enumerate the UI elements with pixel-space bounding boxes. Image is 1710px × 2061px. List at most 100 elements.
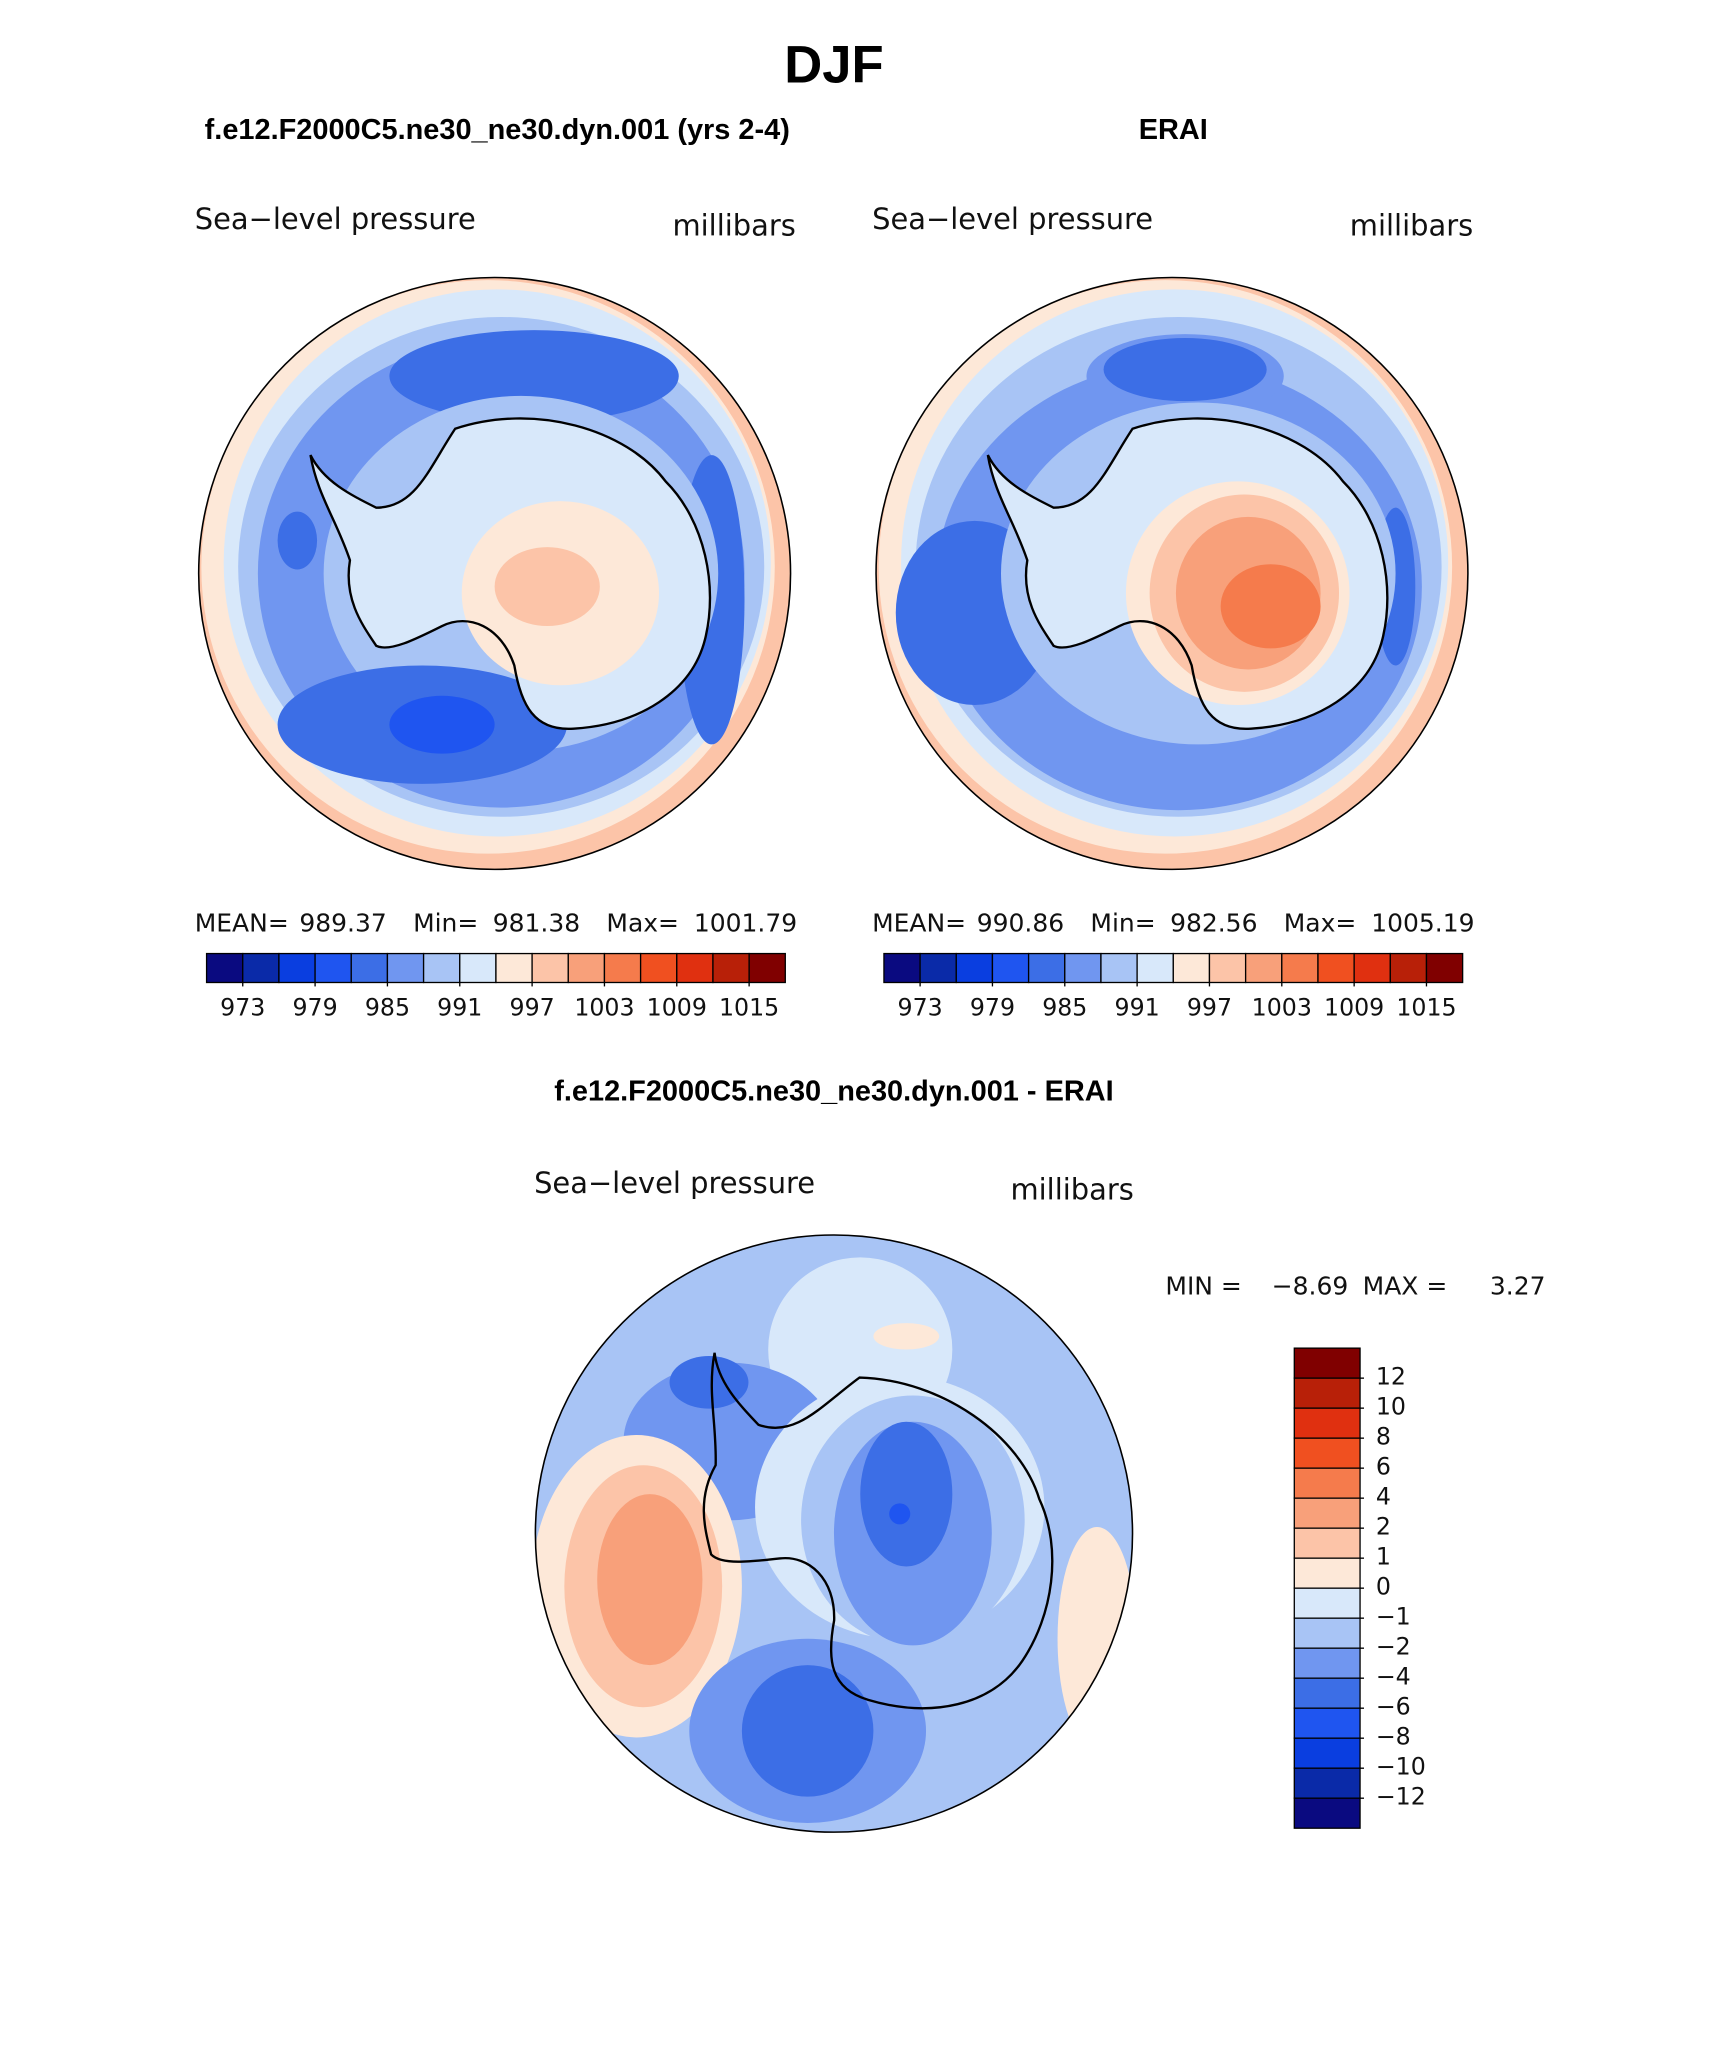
colorbar-label: 997 xyxy=(510,993,555,1021)
contour xyxy=(873,1323,940,1350)
colorbar-box xyxy=(1172,952,1211,984)
colorbar-box xyxy=(1293,1437,1361,1469)
units-label: millibars xyxy=(672,209,795,243)
colorbar-label: 1003 xyxy=(574,993,634,1021)
colorbar-box xyxy=(1027,952,1066,984)
colorbar-box xyxy=(1293,1407,1361,1439)
colorbar-label: 973 xyxy=(898,993,943,1021)
colorbar-label: 8 xyxy=(1376,1423,1391,1451)
colorbar-box xyxy=(1136,952,1174,984)
colorbar-box xyxy=(919,952,957,984)
colorbar-box xyxy=(712,952,750,984)
contour xyxy=(389,695,495,754)
colorbar-box xyxy=(314,952,352,984)
variable-label: Sea−level pressure xyxy=(872,202,1153,236)
colorbar-label: 0 xyxy=(1376,1573,1391,1601)
colorbar-box xyxy=(1208,952,1247,984)
stat-value: 1001.79 xyxy=(694,909,797,938)
colorbar-box xyxy=(205,952,244,984)
stat-label: Max= xyxy=(1284,909,1357,938)
variable-label: Sea−level pressure xyxy=(195,202,476,236)
stat-label: Max= xyxy=(606,909,679,938)
colorbar-box xyxy=(1293,1377,1361,1409)
colorbar-box xyxy=(459,952,497,984)
colorbar-label: 1015 xyxy=(1396,993,1456,1021)
colorbar-label: 2 xyxy=(1376,1513,1391,1541)
panel-title: f.e12.F2000C5.ne30_ne30.dyn.001 (yrs 2-4… xyxy=(205,114,790,146)
stat-label: Min= xyxy=(413,909,478,938)
colorbar-box xyxy=(1425,952,1464,984)
contour xyxy=(597,1494,703,1666)
colorbar-label: 979 xyxy=(293,993,338,1021)
colorbar-label: 985 xyxy=(365,993,410,1021)
stat-value: 3.27 xyxy=(1490,1272,1546,1301)
colorbar-box xyxy=(603,952,642,984)
stat-value: 990.86 xyxy=(977,909,1064,938)
contour xyxy=(277,511,318,570)
colorbar-box xyxy=(422,952,461,984)
colorbar-label: 12 xyxy=(1376,1363,1406,1391)
colorbar-label: 979 xyxy=(970,993,1015,1021)
map xyxy=(534,1234,1134,1833)
colorbar-box xyxy=(350,952,389,984)
colorbar-box xyxy=(1293,1587,1361,1619)
colorbar-label: −1 xyxy=(1376,1603,1411,1631)
map-border xyxy=(197,276,792,871)
colorbar-label: 1 xyxy=(1376,1543,1391,1571)
colorbar-box xyxy=(1293,1677,1361,1709)
units-label: millibars xyxy=(1010,1173,1133,1207)
colorbar-box xyxy=(1244,952,1283,984)
colorbar-box xyxy=(531,952,569,984)
colorbar-box xyxy=(676,952,714,984)
stat-label: MEAN= xyxy=(195,909,289,938)
colorbar-box xyxy=(1317,952,1355,984)
colorbar-box xyxy=(1293,1617,1361,1649)
panel-title: ERAI xyxy=(1139,114,1208,146)
colorbar-box xyxy=(1389,952,1428,984)
map xyxy=(875,276,1469,871)
colorbar-box xyxy=(386,952,425,984)
colorbar-label: 4 xyxy=(1376,1483,1391,1511)
colorbar-box xyxy=(1064,952,1102,984)
map-border xyxy=(534,1234,1134,1833)
contour xyxy=(389,330,679,423)
colorbar-box xyxy=(1293,1467,1361,1499)
contour xyxy=(860,1421,953,1567)
stat-label: MIN = xyxy=(1165,1272,1241,1301)
colorbar-box xyxy=(1293,1767,1361,1799)
stat-label: MEAN= xyxy=(872,909,966,938)
colorbar-label: −8 xyxy=(1376,1723,1411,1751)
stat-label: Min= xyxy=(1090,909,1155,938)
map-border xyxy=(875,276,1469,871)
colorbar-label: 1009 xyxy=(1324,993,1384,1021)
contour xyxy=(889,1503,911,1525)
colorbar-box xyxy=(1293,1647,1361,1679)
contour-field xyxy=(198,277,791,870)
colorbar-box xyxy=(1293,1707,1361,1739)
colorbar-label: 1009 xyxy=(647,993,707,1021)
colorbar-box xyxy=(567,952,606,984)
contour-field xyxy=(876,277,1468,870)
colorbar-box xyxy=(1293,1737,1361,1769)
units-label: millibars xyxy=(1350,209,1473,243)
colorbar-box xyxy=(883,952,921,984)
colorbar-label: −10 xyxy=(1376,1753,1426,1781)
colorbar-label: 10 xyxy=(1376,1393,1406,1421)
colorbar-box xyxy=(1281,952,1319,984)
colorbar-label: −2 xyxy=(1376,1633,1411,1661)
figure-title: DJF xyxy=(784,35,883,94)
stat-value: −8.69 xyxy=(1272,1272,1349,1301)
contour xyxy=(1220,564,1321,649)
stat-value: 982.56 xyxy=(1170,909,1257,938)
colorbar-box xyxy=(1293,1557,1361,1589)
colorbar-box xyxy=(1353,952,1391,984)
colorbar-label: 1003 xyxy=(1252,993,1312,1021)
colorbar-box xyxy=(1293,1347,1361,1379)
colorbar-box xyxy=(1293,1527,1361,1559)
contour xyxy=(741,1665,874,1797)
colorbar-label: 991 xyxy=(437,993,482,1021)
map xyxy=(197,276,792,871)
contour xyxy=(669,1356,749,1409)
colorbar-label: 991 xyxy=(1115,993,1160,1021)
